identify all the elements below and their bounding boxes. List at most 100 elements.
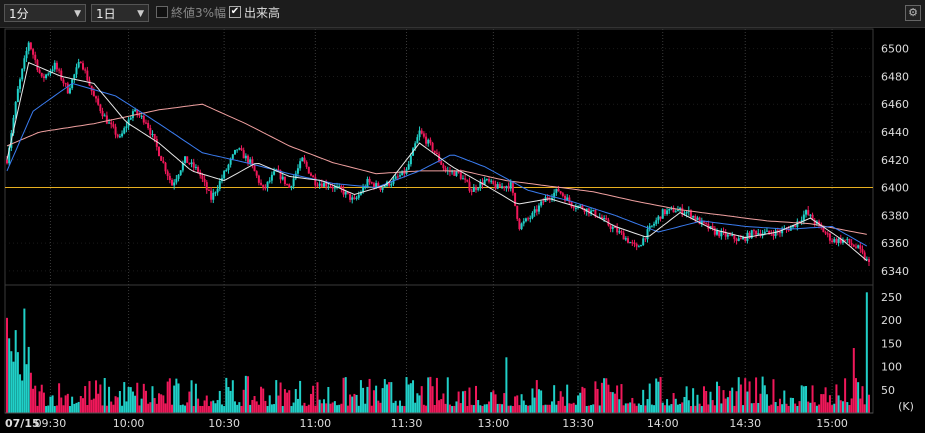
volume-bar: [592, 404, 595, 413]
volume-bar: [412, 380, 415, 413]
candle-body: [868, 259, 870, 262]
volume-bar: [116, 397, 119, 413]
volume-bar: [546, 404, 549, 413]
volume-bar: [34, 385, 37, 413]
volume-bar: [110, 401, 113, 413]
candle-body: [201, 175, 204, 180]
candle-body: [822, 227, 825, 233]
grid: [4, 28, 874, 414]
volume-bar: [772, 379, 775, 413]
volume-bar: [38, 391, 41, 413]
volume-bar: [485, 404, 488, 413]
candle-body: [635, 244, 638, 247]
volume-bar: [761, 376, 764, 413]
volume-bar: [79, 395, 82, 413]
volume-bar: [850, 398, 853, 413]
candle-body: [144, 122, 147, 124]
candle-body: [375, 183, 378, 188]
interval-select[interactable]: 1分 ▼: [4, 4, 86, 22]
candle-body: [227, 164, 230, 170]
volume-bar: [168, 378, 171, 413]
candle-body: [572, 206, 575, 209]
candle-body: [527, 218, 530, 220]
volume-bar: [481, 406, 484, 413]
candle-body: [364, 186, 367, 188]
volume-bar: [21, 380, 24, 413]
volume-bar: [390, 382, 393, 413]
candle-body: [273, 171, 276, 175]
volume-bar: [507, 405, 510, 413]
volume-bar: [620, 384, 623, 413]
volume-bar: [379, 402, 382, 413]
candle-body: [574, 207, 577, 209]
candle-body: [92, 91, 95, 97]
candle-body: [55, 62, 58, 70]
volume-bar: [49, 396, 52, 413]
volume-bar: [142, 383, 145, 413]
volume-bar: [140, 398, 143, 413]
candle-body: [223, 171, 226, 179]
candle-body: [394, 176, 397, 179]
candle-body: [835, 239, 838, 243]
candle-body: [585, 208, 588, 212]
candle-body: [661, 209, 664, 219]
candle-body: [383, 185, 386, 188]
candle-body: [305, 161, 308, 167]
volume-bar: [700, 406, 703, 413]
volume-bar: [129, 387, 132, 413]
candle-body: [624, 238, 627, 240]
candle-body: [863, 252, 866, 260]
volume-bar: [25, 364, 28, 413]
volume-bar: [694, 405, 697, 413]
volume-bar: [459, 403, 462, 413]
candle-body: [555, 188, 558, 193]
volume-bar: [394, 400, 397, 413]
volume-bar: [435, 377, 438, 413]
volume-bar: [648, 383, 651, 413]
candle-body: [138, 114, 141, 116]
volume-bar: [294, 389, 297, 413]
volume-bar: [624, 403, 627, 413]
candle-body: [611, 227, 614, 229]
volume-bar: [839, 400, 842, 413]
volume-bar: [470, 404, 473, 413]
candle-body: [581, 205, 584, 210]
volume-bar: [171, 404, 174, 413]
volume-bar: [444, 403, 447, 413]
candle-body: [188, 162, 191, 165]
volume-bar: [88, 381, 91, 413]
candle-body: [559, 191, 562, 194]
volume-bar: [153, 398, 156, 413]
candle-body: [613, 227, 616, 229]
volume-bar: [607, 384, 610, 413]
volume-bar: [488, 401, 491, 413]
volume-bar: [290, 406, 293, 413]
volume-bar: [316, 382, 319, 413]
candle-body: [472, 187, 475, 192]
candle-body: [207, 189, 210, 191]
candle-body: [464, 178, 467, 180]
volume-bars: [6, 292, 870, 413]
candle-body: [279, 170, 282, 180]
volume-bar: [676, 404, 679, 413]
period-select[interactable]: 1日 ▼: [91, 4, 149, 22]
close3-checkbox[interactable]: [156, 6, 168, 18]
volume-bar: [108, 386, 111, 413]
candle-body: [142, 115, 145, 123]
candle-body: [483, 179, 486, 185]
candle-body: [757, 233, 760, 235]
candle-body: [186, 156, 189, 163]
volume-checkbox[interactable]: ✔: [229, 6, 241, 18]
candle-body: [653, 223, 656, 226]
candle-body: [388, 181, 391, 186]
volume-bar: [685, 386, 688, 413]
volume-bar: [286, 392, 289, 413]
volume-bar: [555, 404, 558, 413]
volume-bar: [744, 378, 747, 413]
candle-body: [58, 69, 61, 71]
volume-bar: [831, 405, 834, 413]
gear-icon[interactable]: ⚙: [905, 5, 921, 21]
volume-bar: [785, 403, 788, 413]
candle-body: [444, 168, 447, 171]
volume-bar: [292, 402, 295, 413]
